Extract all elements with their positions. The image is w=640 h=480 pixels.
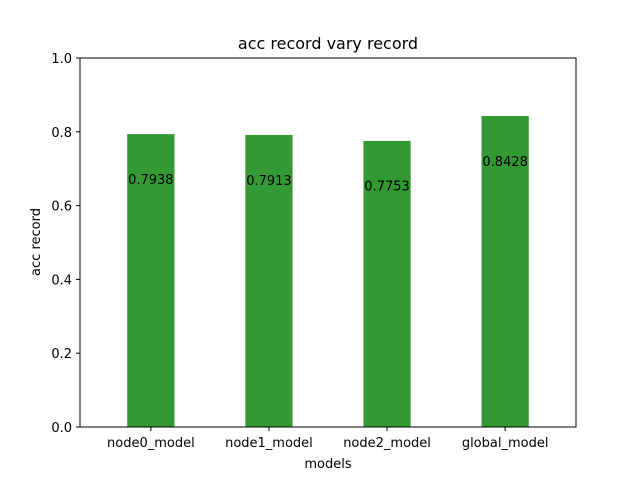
y-axis: 0.0 0.2 0.4 0.6 0.8 1.0 [51, 52, 80, 436]
y-tick-label-0.6: 0.6 [51, 200, 72, 215]
x-axis: node0_model node1_model node2_model global_… [107, 427, 548, 451]
data-label-global_model: 0.8428 [482, 155, 528, 170]
y-tick-label-0.8: 0.8 [51, 126, 72, 141]
data-label-node1_model: 0.7913 [246, 174, 292, 189]
y-tick-label-0.2: 0.2 [51, 347, 72, 362]
y-tick-label-1.0: 1.0 [51, 52, 72, 67]
x-tick-label-node0_model: node0_model [107, 436, 195, 451]
x-axis-label: models [304, 457, 351, 472]
y-tick-label-0.4: 0.4 [51, 273, 72, 288]
y-axis-label: acc record [29, 208, 44, 276]
x-tick-label-global_model: global_model [462, 436, 549, 451]
bar-global_model [481, 116, 529, 427]
x-tick-label-node1_model: node1_model [225, 436, 313, 451]
chart-title: acc record vary record [238, 34, 418, 53]
x-tick-label-node2_model: node2_model [343, 436, 431, 451]
bar-node0_model [127, 134, 175, 427]
bar-node2_model [363, 140, 411, 427]
bar-node1_model [245, 135, 293, 427]
data-label-node0_model: 0.7938 [128, 173, 174, 188]
data-labels-group: 0.7938 0.7913 0.7753 0.8428 [128, 155, 528, 195]
bars-group [127, 116, 529, 427]
data-label-node2_model: 0.7753 [364, 180, 410, 195]
y-tick-label-0.0: 0.0 [51, 421, 72, 436]
plot-frame [79, 57, 577, 428]
